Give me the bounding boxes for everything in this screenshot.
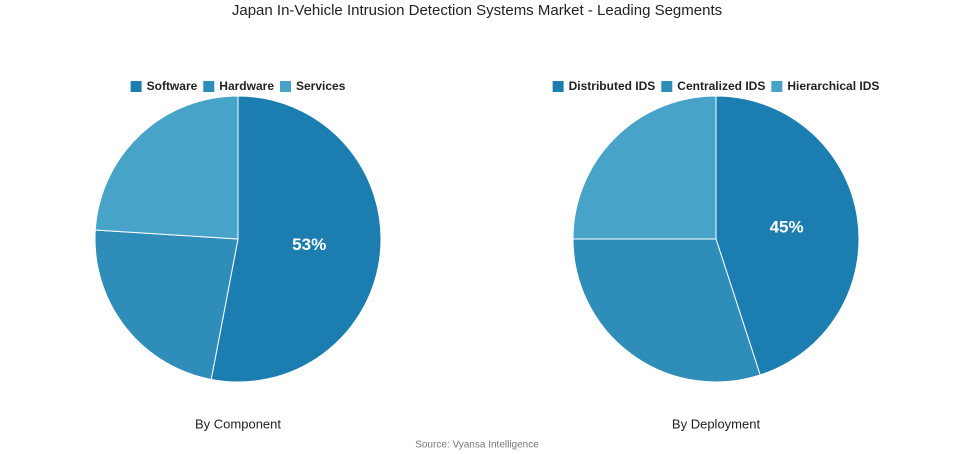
slice-label: 45% bbox=[770, 217, 804, 236]
pie-slice bbox=[94, 229, 239, 381]
chart-subtitle: By Component bbox=[195, 416, 281, 431]
legend: Software Hardware Services bbox=[130, 79, 346, 93]
source: Source: Vyansa Intelligence bbox=[415, 440, 539, 451]
legend-label: Hardware bbox=[219, 79, 274, 93]
legend-label: Software bbox=[147, 79, 198, 93]
page-title: Japan In-Vehicle Intrusion Detection Sys… bbox=[232, 2, 722, 19]
legend-swatch bbox=[771, 81, 783, 92]
chart-subtitle: By Deployment bbox=[672, 416, 761, 431]
legend-swatch bbox=[280, 81, 291, 92]
legend-label: Hierarchical IDS bbox=[787, 79, 879, 93]
pie-slice bbox=[572, 238, 761, 383]
legend-swatch bbox=[661, 81, 673, 92]
legend-swatch bbox=[552, 81, 564, 92]
pie-slice bbox=[94, 95, 239, 240]
legend-swatch bbox=[203, 81, 215, 92]
pie-slice bbox=[210, 95, 382, 383]
legend: Distributed IDS Centralized IDS Hierarchic… bbox=[552, 79, 879, 93]
legend-label: Services bbox=[296, 79, 346, 93]
pie-slice bbox=[715, 95, 860, 376]
legend-label: Centralized IDS bbox=[677, 79, 765, 93]
pie-slice bbox=[572, 95, 717, 240]
legend-swatch bbox=[130, 81, 142, 92]
slice-label: 53% bbox=[292, 235, 326, 254]
legend-label: Distributed IDS bbox=[569, 79, 656, 93]
